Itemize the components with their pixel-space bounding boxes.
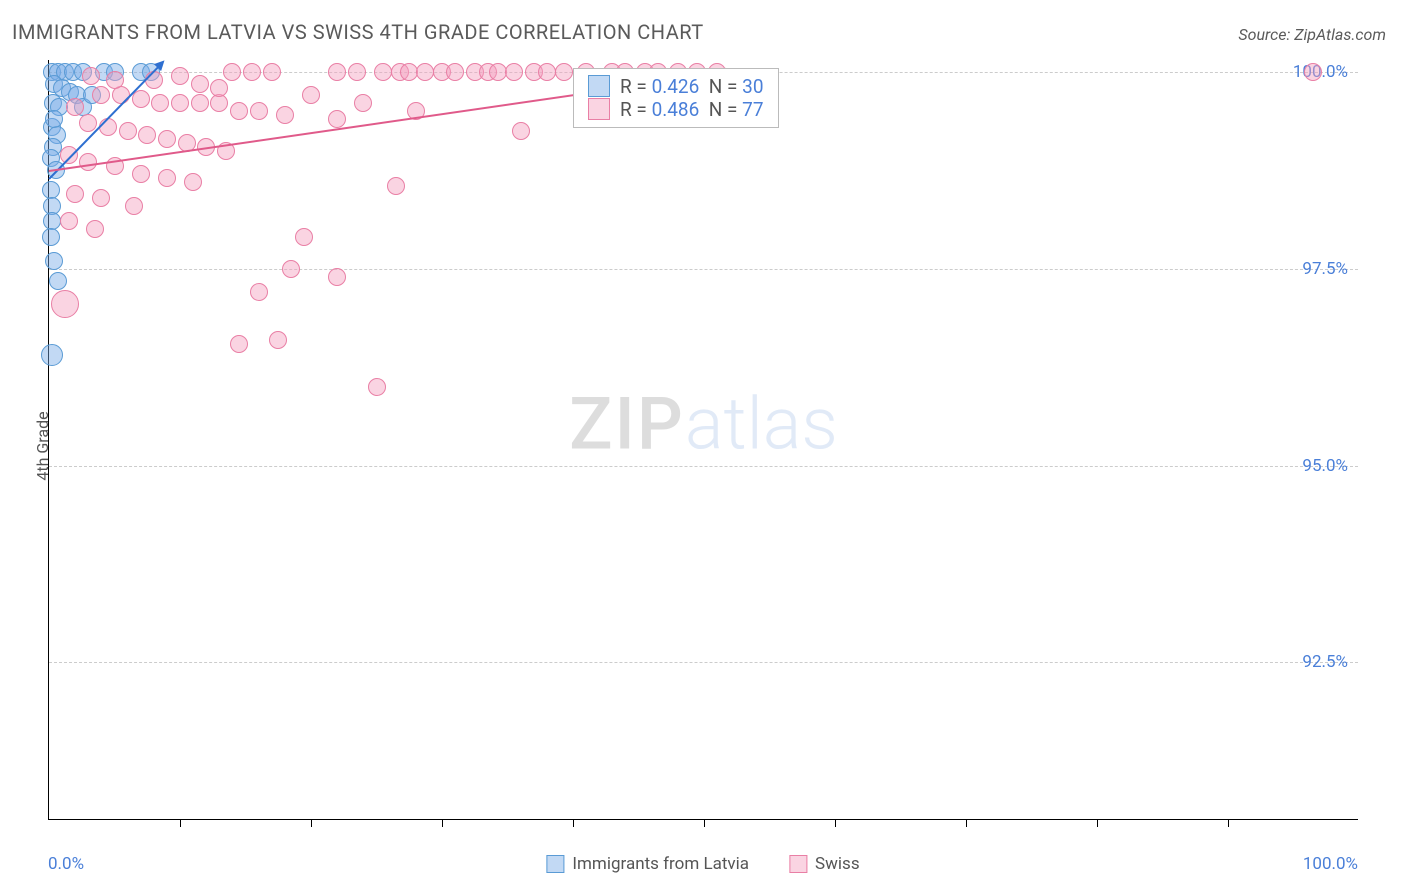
x-tick-mark — [704, 819, 705, 827]
swiss-point — [184, 173, 202, 191]
x-tick-mark — [442, 819, 443, 827]
x-axis-max-label: 100.0% — [1303, 854, 1358, 874]
legend-bottom-item: Swiss — [789, 854, 860, 874]
swiss-point — [368, 378, 386, 396]
legend-row: R = 0.426 N = 30 — [588, 75, 764, 98]
legend-swatch — [588, 98, 610, 120]
x-axis-min-label: 0.0% — [48, 854, 84, 874]
latvia-point — [45, 252, 63, 270]
swiss-point — [505, 63, 523, 81]
swiss-point — [446, 63, 464, 81]
swiss-point — [387, 177, 405, 195]
swiss-point — [151, 94, 169, 112]
swiss-point — [158, 169, 176, 187]
swiss-point — [1304, 63, 1322, 81]
swiss-point — [328, 268, 346, 286]
swiss-point — [66, 98, 84, 116]
chart-plot-area: ZIPatlas 100.0%97.5%95.0%92.5%R = 0.426 … — [48, 60, 1358, 820]
swiss-point — [512, 122, 530, 140]
legend-swatch — [588, 75, 610, 97]
swiss-point — [82, 67, 100, 85]
legend-bottom-item: Immigrants from Latvia — [546, 854, 749, 874]
legend-swatch — [546, 855, 564, 873]
latvia-point — [45, 110, 63, 128]
swiss-point — [374, 63, 392, 81]
swiss-point — [92, 189, 110, 207]
swiss-point — [145, 71, 163, 89]
chart-title: IMMIGRANTS FROM LATVIA VS SWISS 4TH GRAD… — [12, 20, 704, 44]
y-tick-label: 92.5% — [1302, 652, 1348, 672]
swiss-point — [171, 67, 189, 85]
legend-label: Swiss — [815, 854, 860, 874]
swiss-point — [210, 79, 228, 97]
swiss-point — [86, 220, 104, 238]
swiss-point — [119, 122, 137, 140]
swiss-point — [132, 90, 150, 108]
legend-bottom: Immigrants from Latvia Swiss — [546, 854, 859, 874]
swiss-point — [348, 63, 366, 81]
swiss-point — [92, 86, 110, 104]
y-tick-label: 95.0% — [1302, 456, 1348, 476]
legend-row: R = 0.486 N = 77 — [588, 98, 764, 121]
swiss-point — [191, 94, 209, 112]
x-tick-mark — [311, 819, 312, 827]
swiss-point — [243, 63, 261, 81]
latvia-point — [41, 344, 63, 366]
swiss-point — [295, 228, 313, 246]
x-tick-mark — [1228, 819, 1229, 827]
legend-stats: R = 0.426 N = 30 — [620, 75, 764, 98]
swiss-point — [210, 94, 228, 112]
swiss-point — [51, 290, 79, 318]
legend-stats: R = 0.486 N = 77 — [620, 98, 764, 121]
swiss-point — [171, 94, 189, 112]
watermark-right: atlas — [685, 382, 838, 467]
x-tick-mark — [1097, 819, 1098, 827]
swiss-point — [158, 130, 176, 148]
swiss-point — [132, 165, 150, 183]
source-name: ZipAtlas.com — [1294, 25, 1386, 44]
swiss-point — [276, 106, 294, 124]
gridline — [49, 269, 1358, 270]
swiss-point — [66, 185, 84, 203]
x-tick-mark — [835, 819, 836, 827]
swiss-point — [282, 260, 300, 278]
correlation-legend: R = 0.426 N = 30R = 0.486 N = 77 — [573, 68, 779, 128]
swiss-point — [60, 146, 78, 164]
swiss-point — [138, 126, 156, 144]
swiss-point — [555, 63, 573, 81]
x-tick-mark — [180, 819, 181, 827]
source-prefix: Source: — [1238, 25, 1294, 44]
swiss-point — [223, 63, 241, 81]
swiss-point — [106, 71, 124, 89]
swiss-point — [99, 118, 117, 136]
swiss-point — [230, 102, 248, 120]
swiss-point — [250, 283, 268, 301]
gridline — [49, 466, 1358, 467]
watermark: ZIPatlas — [569, 382, 838, 467]
y-tick-label: 97.5% — [1302, 259, 1348, 279]
swiss-point — [263, 63, 281, 81]
swiss-point — [328, 110, 346, 128]
latvia-point — [42, 228, 60, 246]
swiss-point — [230, 335, 248, 353]
source-attribution: Source: ZipAtlas.com — [1238, 25, 1386, 44]
swiss-point — [538, 63, 556, 81]
swiss-point — [328, 63, 346, 81]
swiss-point — [250, 102, 268, 120]
swiss-point — [60, 212, 78, 230]
swiss-point — [125, 197, 143, 215]
swiss-point — [416, 63, 434, 81]
swiss-point — [302, 86, 320, 104]
x-tick-mark — [966, 819, 967, 827]
gridline — [49, 662, 1358, 663]
x-tick-mark — [573, 819, 574, 827]
watermark-left: ZIP — [569, 382, 685, 467]
swiss-point — [269, 331, 287, 349]
swiss-point — [191, 75, 209, 93]
legend-label: Immigrants from Latvia — [572, 854, 749, 874]
swiss-point — [354, 94, 372, 112]
legend-swatch — [789, 855, 807, 873]
latvia-point — [49, 272, 67, 290]
